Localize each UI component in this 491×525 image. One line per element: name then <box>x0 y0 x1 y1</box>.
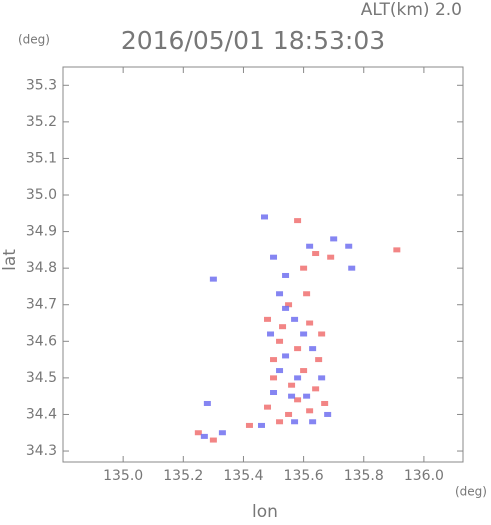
echo-cell <box>393 247 401 253</box>
echo-cell <box>306 320 314 326</box>
x-tick-label: 135.2 <box>163 468 203 484</box>
echo-cell <box>270 357 278 363</box>
echo-cell <box>276 291 284 297</box>
echo-cell <box>300 331 308 337</box>
echo-cell <box>291 419 299 425</box>
echo-cell <box>270 254 278 260</box>
echo-cell <box>276 338 284 344</box>
x-tick-label: 136.0 <box>404 468 444 484</box>
y-tick-label: 34.3 <box>26 443 57 459</box>
echo-cell <box>288 382 296 388</box>
y-tick-label: 35.0 <box>26 187 57 203</box>
echo-cell <box>345 243 353 249</box>
echo-cell <box>294 375 302 381</box>
echo-cell <box>321 400 329 406</box>
x-tick-label: 135.0 <box>103 468 143 484</box>
echo-cell <box>309 346 317 352</box>
echo-cell <box>306 408 314 414</box>
echo-cell <box>203 400 211 406</box>
echo-cell <box>330 236 338 242</box>
echo-cell <box>257 422 265 428</box>
echo-cell <box>294 346 302 352</box>
chart-title: 2016/05/01 18:53:03 <box>121 26 385 55</box>
y-tick-label: 35.3 <box>26 77 57 93</box>
echo-cell <box>309 419 317 425</box>
x-tick-label: 135.8 <box>344 468 384 484</box>
echo-cell <box>264 316 272 322</box>
echo-cell <box>294 218 302 224</box>
echo-cell <box>288 393 296 399</box>
echo-cell <box>264 404 272 410</box>
echo-cell <box>324 411 332 417</box>
echo-cell <box>209 276 217 282</box>
echo-cell <box>300 265 308 271</box>
y-tick-label: 34.5 <box>26 370 57 386</box>
y-tick-label: 34.9 <box>26 224 57 240</box>
echo-cell <box>218 430 226 436</box>
x-tick-label: 135.6 <box>284 468 324 484</box>
y-unit: (deg) <box>18 33 50 47</box>
echo-cell <box>291 316 299 322</box>
echo-cell <box>315 357 323 363</box>
x-tick-label: 135.4 <box>223 468 263 484</box>
y-tick-label: 34.7 <box>26 297 57 313</box>
echo-cell <box>261 214 269 220</box>
y-tick-label: 34.6 <box>26 333 57 349</box>
plot-frame <box>62 66 464 463</box>
echo-cell <box>282 305 290 311</box>
echo-cell <box>306 243 314 249</box>
echo-cell <box>312 386 320 392</box>
echo-cell <box>282 353 290 359</box>
y-tick-label: 34.8 <box>26 260 57 276</box>
echo-cell <box>348 265 356 271</box>
echo-cell <box>303 393 311 399</box>
y-tick-label: 35.2 <box>26 114 57 130</box>
y-tick-label: 35.1 <box>26 150 57 166</box>
echo-cell <box>318 375 326 381</box>
y-tick-label: 34.4 <box>26 406 57 422</box>
echo-cell <box>245 422 253 428</box>
echo-cell <box>282 272 290 278</box>
echo-cell <box>270 390 278 396</box>
echo-cell <box>303 291 311 297</box>
echo-cell <box>209 437 217 443</box>
echo-cell <box>276 368 284 374</box>
echo-cell <box>285 411 293 417</box>
echo-cell <box>318 331 326 337</box>
echo-cell <box>267 331 275 337</box>
altitude-label: ALT(km) 2.0 <box>361 0 462 20</box>
echo-cell <box>300 368 308 374</box>
echo-cell <box>194 430 202 436</box>
echo-cell <box>285 302 293 308</box>
echo-cell <box>312 251 320 257</box>
echo-cell <box>270 375 278 381</box>
echo-cell <box>294 397 302 403</box>
echo-cell <box>279 324 287 330</box>
y-axis-label: lat <box>0 249 20 271</box>
x-axis-label: lon <box>252 502 278 521</box>
echo-cell <box>200 433 208 439</box>
echo-cell <box>327 254 335 260</box>
echo-cell <box>276 419 284 425</box>
x-unit: (deg) <box>455 485 487 499</box>
